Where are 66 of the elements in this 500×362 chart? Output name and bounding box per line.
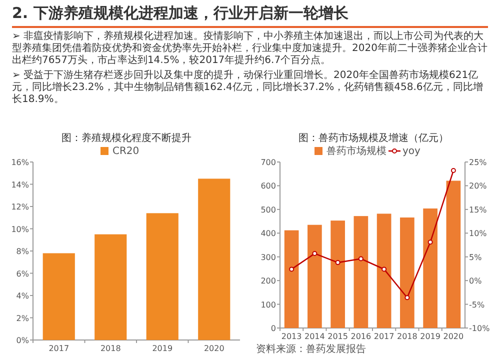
y-tick-label: 4% (16, 292, 30, 300)
bar (446, 180, 461, 328)
bar (354, 216, 368, 328)
x-tick-label: 2017 (374, 332, 394, 341)
y-tick-label: 6% (16, 269, 30, 278)
bar (198, 178, 230, 340)
y2-tick-label: 15% (469, 205, 488, 214)
bar (330, 220, 345, 328)
x-tick-label: 2020 (443, 332, 464, 341)
text: ➢ 受益于下游生猪存栏逐步回升以及集中度的提升，动保行业重回增长。2020年全国兽药市场规模621亿元，同比增长23.2%，其中生物制品销售额162.4亿元，同比增长37.2%，化药销售额458.6亿元，同比增长18.9%。 (12, 70, 484, 106)
x-tick-label: 2013 (281, 332, 302, 341)
bar (42, 253, 75, 340)
y-tick-label: 300 (260, 252, 276, 262)
bar (423, 208, 438, 328)
point (312, 251, 318, 256)
chart-title: 图：兽药市场规模及增速（亿元） (298, 132, 448, 144)
y-tick-label: 12% (11, 202, 30, 212)
point (289, 266, 294, 272)
text: 2. 下游养殖规模化进程加速，行业开启新一轮增长 (12, 4, 488, 28)
y2-tick-label: -10% (469, 324, 490, 333)
y-tick-label: 600 (260, 182, 276, 191)
point (382, 266, 387, 272)
y-tick-label: 700 (260, 158, 276, 167)
bar (376, 214, 392, 328)
x-tick-label: 2019 (420, 332, 440, 341)
x-tick-label: 2019 (152, 344, 173, 353)
chart-title: 图：养殖规模化程度不断提升 (62, 132, 192, 144)
y-tick-label: 14% (11, 180, 30, 190)
bar (146, 213, 178, 340)
y-tick-label: 400 (260, 229, 276, 238)
point (335, 260, 340, 266)
y-tick-label: 200 (260, 276, 276, 286)
y2-tick-label: 25% (469, 158, 488, 167)
legend-label: yoy (402, 146, 421, 157)
y2-tick-label: 5% (469, 252, 482, 262)
y2-tick-label: 20% (469, 182, 488, 191)
point (358, 256, 364, 262)
y-tick-label: 100 (260, 300, 276, 310)
y2-tick-label: 0% (469, 276, 482, 286)
x-tick-label: 2014 (304, 332, 325, 341)
x-tick-label: 2015 (328, 332, 348, 341)
text: ➢ 非瘟疫情影响下，养殖规模化进程加速。疫情影响下，中小养殖主体加速退出，而以上市公司为代表的大型养殖集团凭借着防疫优势和资金优势率先开始补栏，行业集中度加速提升。2020年前二十强养猪企业合计出栏约7657万头，市占率达到14.5%，较2017年提升约6.7个百分点。 (12, 31, 488, 67)
y2-tick-label: 10% (469, 229, 488, 238)
x-tick-label: 2018 (397, 332, 418, 341)
y2-tick-label: -5% (469, 300, 485, 310)
y-tick-label: 2% (16, 314, 30, 323)
point (428, 240, 433, 245)
legend-label: CR20 (112, 146, 140, 157)
bar (400, 217, 414, 328)
y-tick-label: 10% (11, 224, 30, 234)
point (450, 168, 456, 174)
bar (284, 230, 299, 328)
text: 资料来源：兽药发展报告 (256, 343, 366, 355)
point (404, 295, 410, 300)
bar (94, 234, 127, 340)
y-tick-label: 0 (270, 324, 276, 333)
y-tick-label: 0% (16, 336, 30, 345)
bar (308, 224, 322, 328)
x-tick-label: 2017 (48, 344, 70, 353)
y-tick-label: 500 (260, 205, 276, 214)
x-tick-label: 2016 (350, 332, 372, 341)
legend-label: 兽药市场规模 (326, 145, 386, 157)
y-tick-label: 8% (16, 247, 30, 256)
x-tick-label: 2018 (100, 344, 121, 353)
y-tick-label: 16% (11, 158, 30, 167)
x-tick-label: 2020 (204, 344, 224, 353)
